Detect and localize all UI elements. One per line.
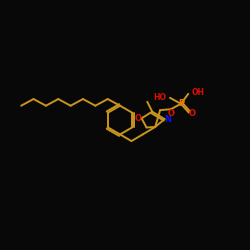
Text: O: O: [168, 109, 175, 118]
Text: N: N: [164, 114, 171, 124]
Text: P: P: [178, 99, 184, 108]
Text: O: O: [189, 109, 196, 118]
Text: O: O: [135, 114, 142, 123]
Text: OH: OH: [192, 88, 205, 97]
Text: HO: HO: [154, 93, 166, 102]
